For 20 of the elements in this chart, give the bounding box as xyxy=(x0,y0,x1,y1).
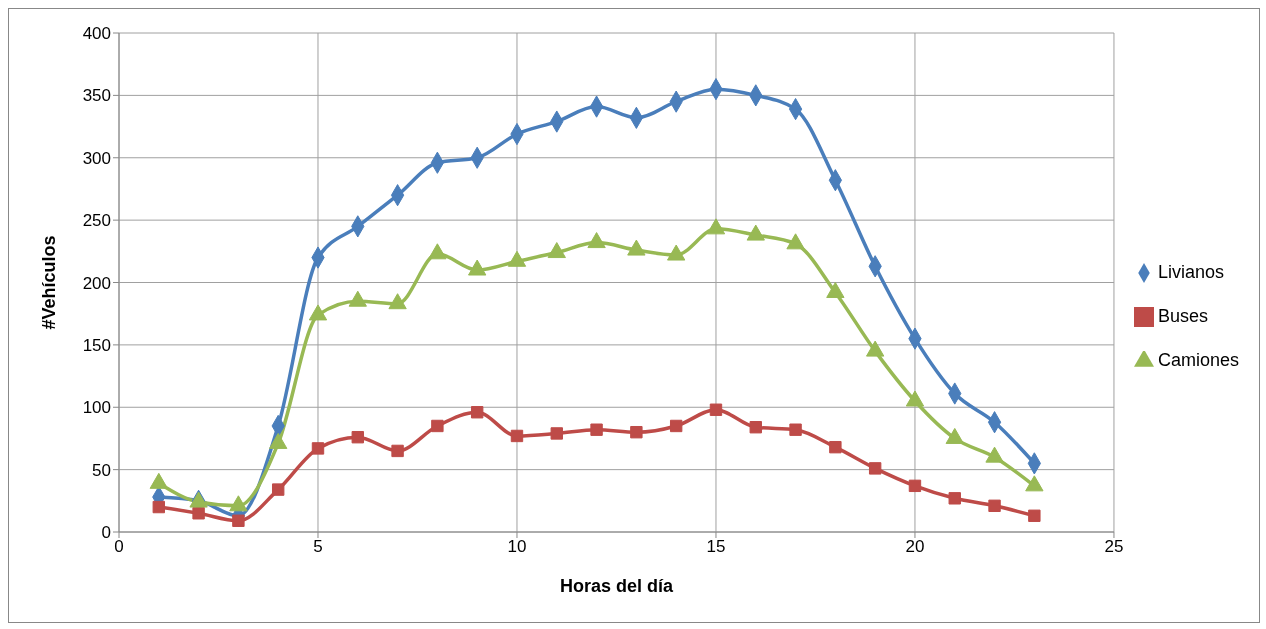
x-tick-label: 5 xyxy=(313,537,323,557)
y-tick-label: 200 xyxy=(82,273,111,293)
y-tick-label: 250 xyxy=(82,211,111,231)
y-axis-title: #Vehículos xyxy=(39,235,60,330)
x-tick-label: 0 xyxy=(114,537,124,557)
x-tick-label: 20 xyxy=(905,537,925,557)
legend-label: Camiones xyxy=(1157,349,1239,370)
y-tick-label: 300 xyxy=(82,148,111,168)
y-tick-label: 400 xyxy=(82,24,111,44)
legend-label: Buses xyxy=(1157,305,1208,326)
x-tick-label: 25 xyxy=(1104,537,1124,557)
y-tick-label: 0 xyxy=(101,523,111,543)
x-axis-title: Horas del día xyxy=(559,576,674,596)
y-tick-label: 150 xyxy=(82,335,111,355)
y-tick-label: 350 xyxy=(82,86,111,106)
y-tick-label: 50 xyxy=(92,460,111,480)
x-tick-label: 15 xyxy=(706,537,726,557)
y-tick-label: 100 xyxy=(82,398,111,418)
x-tick-label: 10 xyxy=(507,537,527,557)
legend-label: Livianos xyxy=(1157,261,1224,282)
